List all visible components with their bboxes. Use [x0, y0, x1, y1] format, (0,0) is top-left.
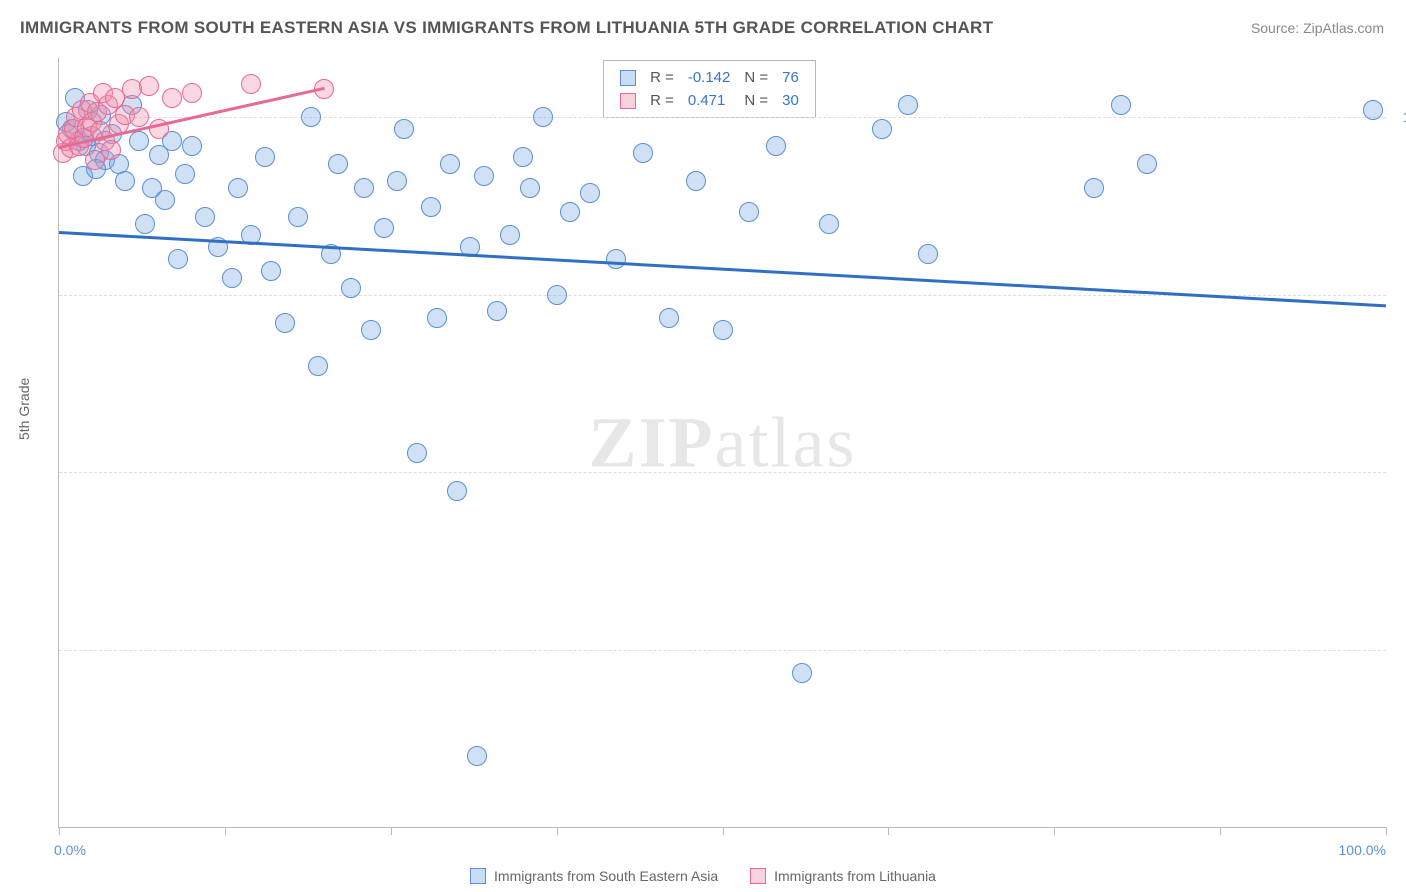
data-point — [1363, 100, 1383, 120]
data-point — [139, 76, 159, 96]
y-axis-label: 5th Grade — [16, 378, 32, 440]
data-point — [713, 320, 733, 340]
chart-plot-area: ZIPatlas R = -0.142 N = 76 R = 0.471 N =… — [58, 58, 1386, 828]
data-point — [195, 207, 215, 227]
x-axis-min-label: 0.0% — [54, 842, 86, 858]
data-point — [341, 278, 361, 298]
grid-line — [59, 472, 1386, 473]
y-tick-label: 100.0% — [1403, 109, 1406, 125]
data-point — [467, 746, 487, 766]
x-tick — [1054, 827, 1055, 835]
data-point — [328, 154, 348, 174]
data-point — [520, 178, 540, 198]
x-tick — [888, 827, 889, 835]
data-point — [228, 178, 248, 198]
x-tick — [59, 827, 60, 835]
n-value-series2: 30 — [776, 90, 805, 111]
data-point — [407, 443, 427, 463]
chart-title: IMMIGRANTS FROM SOUTH EASTERN ASIA VS IM… — [20, 18, 993, 38]
data-point — [155, 190, 175, 210]
data-point — [374, 218, 394, 238]
x-tick — [225, 827, 226, 835]
legend-row-series1: R = -0.142 N = 76 — [614, 67, 805, 88]
x-axis-max-label: 100.0% — [1339, 842, 1386, 858]
data-point — [606, 249, 626, 269]
data-point — [261, 261, 281, 281]
swatch-blue-icon — [470, 868, 486, 884]
data-point — [918, 244, 938, 264]
data-point — [1137, 154, 1157, 174]
data-point — [275, 313, 295, 333]
data-point — [1084, 178, 1104, 198]
swatch-pink-icon — [750, 868, 766, 884]
correlation-legend-box: R = -0.142 N = 76 R = 0.471 N = 30 — [603, 60, 816, 118]
grid-line — [59, 650, 1386, 651]
data-point — [474, 166, 494, 186]
data-point — [354, 178, 374, 198]
legend-bottom: Immigrants from South Eastern Asia Immig… — [0, 868, 1406, 884]
data-point — [739, 202, 759, 222]
data-point — [580, 183, 600, 203]
legend-item-series1: Immigrants from South Eastern Asia — [470, 868, 718, 884]
data-point — [440, 154, 460, 174]
data-point — [421, 197, 441, 217]
r-value-series2: 0.471 — [682, 90, 737, 111]
data-point — [168, 249, 188, 269]
swatch-pink-icon — [620, 93, 636, 109]
data-point — [301, 107, 321, 127]
data-point — [686, 171, 706, 191]
data-point — [129, 107, 149, 127]
data-point — [872, 119, 892, 139]
data-point — [659, 308, 679, 328]
data-point — [633, 143, 653, 163]
data-point — [308, 356, 328, 376]
data-point — [182, 83, 202, 103]
x-tick — [391, 827, 392, 835]
grid-line — [59, 117, 1386, 118]
data-point — [560, 202, 580, 222]
data-point — [288, 207, 308, 227]
data-point — [447, 481, 467, 501]
data-point — [766, 136, 786, 156]
data-point — [222, 268, 242, 288]
data-point — [819, 214, 839, 234]
swatch-blue-icon — [620, 70, 636, 86]
data-point — [1111, 95, 1131, 115]
data-point — [182, 136, 202, 156]
data-point — [487, 301, 507, 321]
data-point — [115, 171, 135, 191]
data-point — [513, 147, 533, 167]
x-tick — [1386, 827, 1387, 835]
data-point — [129, 131, 149, 151]
legend-row-series2: R = 0.471 N = 30 — [614, 90, 805, 111]
legend-item-series2: Immigrants from Lithuania — [750, 868, 936, 884]
x-tick — [557, 827, 558, 835]
data-point — [898, 95, 918, 115]
data-point — [387, 171, 407, 191]
data-point — [255, 147, 275, 167]
data-point — [547, 285, 567, 305]
source-attribution: Source: ZipAtlas.com — [1251, 20, 1384, 36]
x-tick — [723, 827, 724, 835]
data-point — [792, 663, 812, 683]
data-point — [162, 88, 182, 108]
data-point — [500, 225, 520, 245]
r-value-series1: -0.142 — [682, 67, 737, 88]
data-point — [101, 140, 121, 160]
x-tick — [1220, 827, 1221, 835]
data-point — [241, 74, 261, 94]
source-link[interactable]: ZipAtlas.com — [1303, 20, 1384, 36]
data-point — [427, 308, 447, 328]
data-point — [175, 164, 195, 184]
n-value-series1: 76 — [776, 67, 805, 88]
data-point — [135, 214, 155, 234]
data-point — [361, 320, 381, 340]
data-point — [533, 107, 553, 127]
data-point — [394, 119, 414, 139]
